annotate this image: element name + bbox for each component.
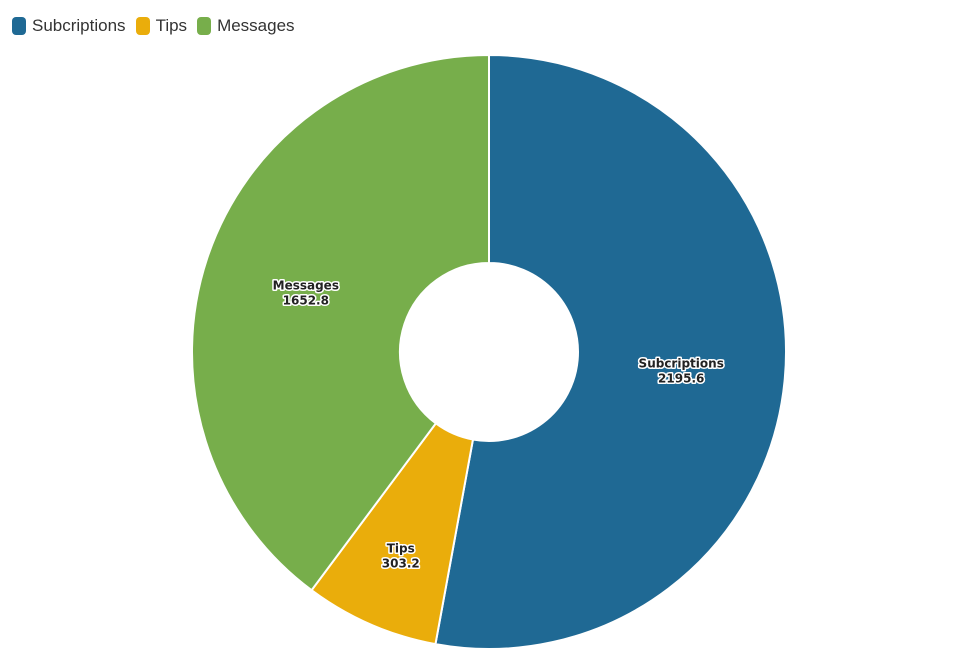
chart-legend: Subcriptions Tips Messages [12,16,295,36]
legend-swatch-messages [197,17,212,35]
slice-messages[interactable] [191,53,490,592]
legend-swatch-subcriptions [12,17,26,35]
slice-subcriptions[interactable] [434,53,787,650]
slice-label-value-tips: 303.2 [382,557,420,571]
slice-label-value-subcriptions: 2195.6 [658,371,704,385]
legend-item-tips[interactable]: Tips [135,16,188,36]
legend-label-subcriptions: Subcriptions [32,16,126,35]
slice-label-value-messages: 1652.8 [283,293,329,307]
legend-label-messages: Messages [217,16,295,35]
slice-label-name-tips: Tips [387,542,415,556]
legend-item-messages[interactable]: Messages [197,16,295,36]
legend-swatch-tips [135,17,150,35]
legend-label-tips: Tips [155,16,188,35]
slice-label-name-subcriptions: Subcriptions [639,356,724,370]
donut-slices [191,53,787,650]
legend-item-subcriptions[interactable]: Subcriptions [12,16,126,36]
slice-label-name-messages: Messages [273,278,339,292]
